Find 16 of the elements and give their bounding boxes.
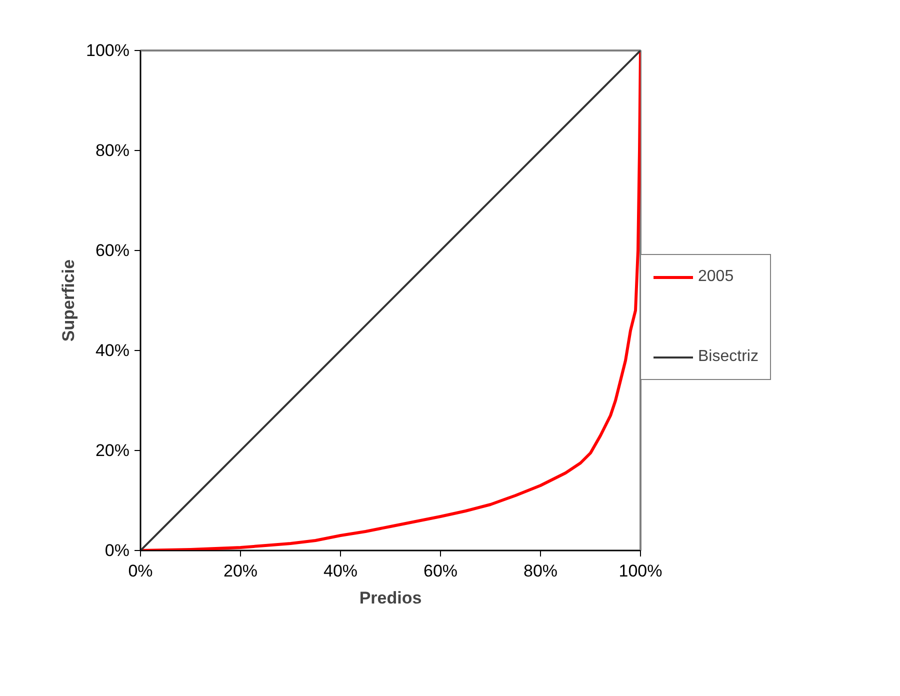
x-tick-label: 0%: [128, 562, 153, 580]
y-tick-label: 20%: [95, 441, 130, 460]
legend-label: Bisectriz: [698, 348, 758, 366]
x-tick-label: 40%: [323, 562, 358, 580]
x-tick-label: 60%: [423, 562, 458, 580]
legend-label: 2005: [698, 268, 734, 286]
x-tick-label: 100%: [618, 562, 662, 580]
y-axis-title: Superficie: [59, 259, 78, 342]
x-axis-title: Predios: [359, 588, 422, 608]
y-tick-label: 0%: [104, 541, 130, 560]
y-tick-label: 100%: [86, 41, 130, 60]
y-tick-label: 60%: [95, 241, 130, 260]
y-tick-label: 40%: [95, 341, 130, 360]
y-tick-label: 80%: [95, 141, 130, 160]
x-tick-label: 80%: [523, 562, 558, 580]
x-tick-label: 20%: [223, 562, 258, 580]
